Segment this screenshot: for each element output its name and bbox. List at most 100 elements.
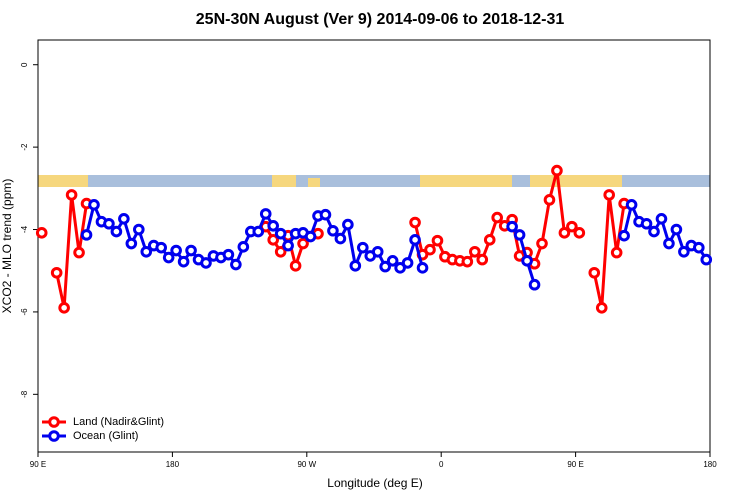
data-point (655, 213, 668, 225)
legend-marker (48, 416, 60, 428)
data-point (222, 248, 235, 261)
data-point (379, 260, 392, 273)
y-axis-label: XCO2 - MLO trend (ppm) (0, 179, 14, 314)
data-point (394, 262, 406, 274)
y-tick-label: -4 (20, 225, 29, 233)
data-point (700, 253, 713, 266)
land-band (272, 175, 296, 187)
data-point (274, 245, 287, 258)
data-point (521, 255, 533, 267)
x-tick-label: 180 (166, 460, 180, 469)
x-tick-label: 0 (439, 460, 444, 469)
data-point (409, 234, 421, 246)
data-point (65, 189, 78, 201)
data-point (327, 224, 339, 237)
data-point (416, 262, 429, 274)
legend-label: Land (Nadir&Glint) (73, 416, 164, 428)
data-point (618, 229, 630, 242)
land-mask (38, 175, 710, 187)
land-band (308, 178, 320, 187)
y-tick-label: -8 (20, 390, 29, 398)
x-tick-label: 180 (703, 460, 717, 469)
data-point (543, 194, 556, 206)
data-point (252, 225, 265, 238)
data-point (640, 217, 653, 230)
data-point (371, 245, 384, 258)
data-point (319, 208, 332, 221)
data-point (386, 255, 399, 267)
data-point (566, 220, 578, 233)
data-point (80, 229, 93, 241)
data-point (528, 278, 541, 291)
land-band (38, 175, 88, 187)
data-point (648, 225, 660, 238)
data-point (88, 199, 100, 211)
data-point (491, 211, 504, 224)
data-point (73, 246, 85, 259)
data-point (297, 237, 309, 250)
data-point (625, 199, 638, 211)
data-point (357, 241, 369, 254)
data-point (133, 223, 145, 236)
data-point (140, 245, 153, 258)
data-point (259, 208, 272, 220)
data-point (469, 245, 481, 258)
data-point (558, 227, 571, 239)
land-band (420, 175, 512, 187)
y-tick-label: 0 (20, 62, 29, 67)
data-point (237, 241, 250, 253)
data-point (177, 255, 190, 268)
data-point (58, 302, 70, 314)
data-point (274, 227, 287, 240)
data-point (670, 223, 683, 236)
data-point (401, 257, 414, 269)
data-point (424, 243, 436, 256)
data-point (409, 216, 421, 229)
x-tick-label: 90 E (30, 460, 46, 469)
y-tick-label: -6 (20, 308, 29, 316)
data-point (610, 246, 623, 259)
data-point (304, 230, 317, 243)
data-point (551, 164, 563, 177)
data-point (431, 234, 444, 247)
data-point (185, 244, 197, 257)
x-axis-label: Longitude (deg E) (327, 476, 422, 490)
data-point (506, 220, 518, 233)
data-point (476, 253, 489, 266)
data-point (118, 213, 130, 225)
data-point (110, 225, 123, 238)
data-point (595, 302, 608, 314)
data-point (267, 220, 280, 232)
data-point (289, 259, 302, 272)
chart-title: 25N-30N August (Ver 9) 2014-09-06 to 201… (196, 11, 565, 28)
data-point (125, 237, 138, 250)
data-point (678, 245, 690, 258)
data-point (693, 241, 705, 254)
data-point (50, 266, 63, 279)
land-band (530, 175, 622, 187)
data-point (461, 255, 474, 268)
data-point (483, 234, 496, 246)
x-tick-label: 90 E (567, 460, 583, 469)
data-point (200, 257, 212, 269)
data-point (342, 218, 354, 231)
data-point (536, 237, 548, 250)
data-point (334, 232, 347, 245)
data-point (513, 229, 526, 241)
y-tick-label: -2 (20, 143, 29, 151)
data-point (573, 227, 586, 239)
data-point (170, 244, 182, 257)
legend-marker (48, 430, 60, 442)
data-point (282, 239, 294, 252)
data-point (588, 266, 601, 279)
data-point (267, 234, 280, 246)
data-point (103, 217, 115, 230)
data-point (162, 251, 175, 264)
plot-frame (37, 39, 711, 453)
data-point (349, 259, 362, 272)
data-point (35, 227, 48, 239)
data-point (603, 189, 616, 201)
data-point (663, 237, 675, 250)
legend-label: Ocean (Glint) (73, 430, 138, 442)
